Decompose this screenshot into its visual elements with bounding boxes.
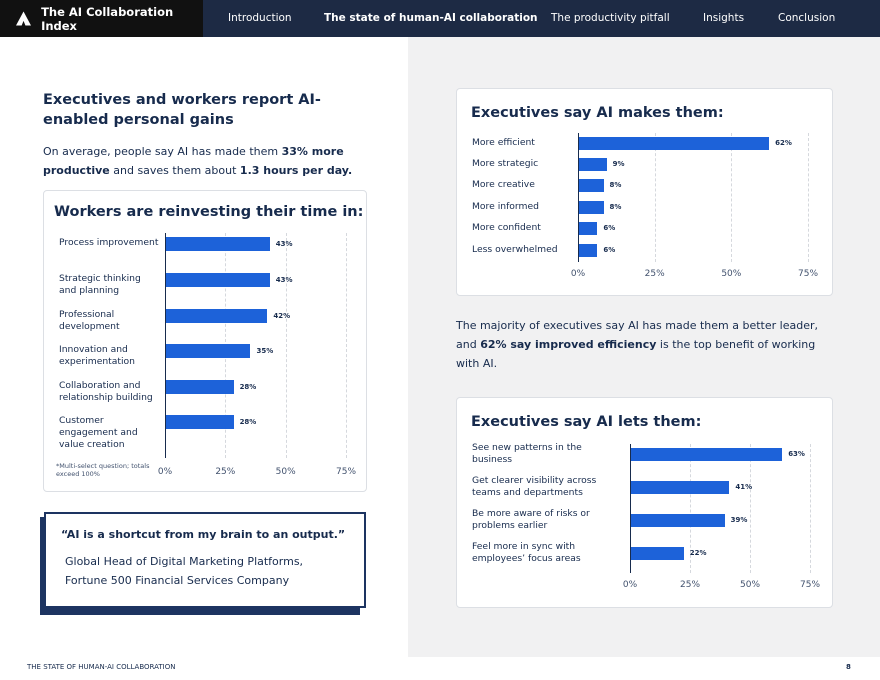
x-tick-label: 25% xyxy=(644,269,665,279)
bar xyxy=(579,157,607,171)
bar xyxy=(166,273,270,287)
quote-text: “AI is a shortcut from my brain to an ou… xyxy=(61,528,346,541)
value-label: 63% xyxy=(788,450,805,458)
value-label: 8% xyxy=(609,203,622,211)
brand-title: The AI Collaboration Index xyxy=(41,4,174,33)
nav-conclusion[interactable]: Conclusion xyxy=(778,12,836,24)
quote-attribution: Global Head of Digital Marketing Platfor… xyxy=(65,555,304,587)
gridline xyxy=(690,444,691,573)
value-label: 8% xyxy=(609,181,622,189)
nav-introduction[interactable]: Introduction xyxy=(228,12,292,24)
value-label: 9% xyxy=(612,160,625,168)
bar xyxy=(631,546,684,560)
x-tick-label: 50% xyxy=(275,467,296,477)
category-label: Customer engagement and value creation xyxy=(59,415,138,450)
y-axis xyxy=(578,133,579,262)
x-tick-label: 0% xyxy=(622,580,638,590)
gridline xyxy=(808,133,809,262)
bar xyxy=(166,415,234,429)
value-label: 28% xyxy=(239,418,257,426)
x-tick-label: 75% xyxy=(799,580,821,590)
gridline xyxy=(750,444,751,573)
category-label: More efficient xyxy=(472,137,535,148)
value-label: 62% xyxy=(775,139,792,147)
category-label: More strategic xyxy=(472,158,539,169)
x-tick-label: 50% xyxy=(721,269,742,279)
x-tick-label: 75% xyxy=(335,467,357,477)
bar xyxy=(579,136,770,150)
footnote: *Multi-select question; totals exceed 10… xyxy=(56,462,150,478)
x-tick-label: 25% xyxy=(215,467,236,477)
bar xyxy=(631,480,730,494)
y-axis xyxy=(165,233,166,458)
value-label: 22% xyxy=(689,549,707,557)
footer-title: THE STATE OF HUMAN-AI COLLABORATION xyxy=(27,663,176,671)
category-label: Feel more in sync with employees’ focus … xyxy=(472,541,581,564)
bar xyxy=(631,513,725,527)
category-label: Professional development xyxy=(59,309,120,332)
x-tick-label: 75% xyxy=(797,269,819,279)
bar xyxy=(166,380,234,394)
chart-title: Workers are reinvesting their time in: xyxy=(54,204,364,220)
x-tick-label: 0% xyxy=(570,269,586,279)
category-label: Be more aware of risks or problems earli… xyxy=(472,508,590,531)
bar xyxy=(579,243,598,257)
bar xyxy=(579,200,604,214)
bar xyxy=(579,178,604,192)
brand[interactable]: The AI Collaboration Index xyxy=(0,0,203,37)
executives-paragraph: The majority of executives say AI has ma… xyxy=(456,319,818,370)
category-label: Innovation and experimentation xyxy=(59,344,135,367)
chart-title: Executives say AI lets them: xyxy=(471,414,702,430)
executives-lets-card xyxy=(456,397,833,608)
gridline xyxy=(731,133,733,262)
category-label: More informed xyxy=(472,201,539,212)
category-label: Process improvement xyxy=(59,237,159,248)
y-axis xyxy=(630,444,631,573)
gridline xyxy=(654,133,656,262)
x-tick-label: 50% xyxy=(739,580,761,590)
atlassian-logo-icon xyxy=(16,11,32,26)
x-tick-label: 0% xyxy=(157,467,173,477)
value-label: 41% xyxy=(735,483,753,491)
value-label: 42% xyxy=(273,312,291,320)
nav-productivity-pitfall[interactable]: The productivity pitfall xyxy=(551,12,670,24)
category-label: More confident xyxy=(472,222,541,233)
category-label: Collaboration and relationship building xyxy=(59,380,153,403)
bar xyxy=(166,309,268,323)
value-label: 6% xyxy=(603,246,616,254)
value-label: 43% xyxy=(275,276,293,284)
nav-insights[interactable]: Insights xyxy=(703,12,745,24)
quote-card: “AI is a shortcut from my brain to an ou… xyxy=(44,512,366,608)
value-label: 43% xyxy=(275,240,293,248)
gridline xyxy=(810,444,811,573)
executives-makes-card xyxy=(456,88,833,296)
chart-title: Executives say AI makes them: xyxy=(471,105,724,121)
intro-text: On average, people say AI has made them … xyxy=(43,145,353,177)
category-label: More creative xyxy=(472,179,535,190)
bar xyxy=(631,447,783,461)
category-label: Less overwhelmed xyxy=(472,244,558,255)
value-label: 39% xyxy=(730,516,748,524)
bar xyxy=(166,344,251,358)
section-heading: Executives and workers report AI-enabled… xyxy=(43,92,321,128)
value-label: 35% xyxy=(256,347,274,355)
category-label: See new patterns in the business xyxy=(472,442,582,465)
value-label: 6% xyxy=(603,224,616,232)
bar xyxy=(579,221,598,235)
page-number: 8 xyxy=(846,663,851,671)
nav-state-of-collaboration[interactable]: The state of human-AI collaboration xyxy=(324,12,538,24)
bar xyxy=(166,237,270,251)
gridline xyxy=(346,233,347,458)
gridline xyxy=(285,233,287,458)
category-label: Strategic thinking and planning xyxy=(59,273,141,296)
x-tick-label: 25% xyxy=(679,580,701,590)
value-label: 28% xyxy=(239,383,257,391)
category-label: Get clearer visibility across teams and … xyxy=(472,475,597,498)
